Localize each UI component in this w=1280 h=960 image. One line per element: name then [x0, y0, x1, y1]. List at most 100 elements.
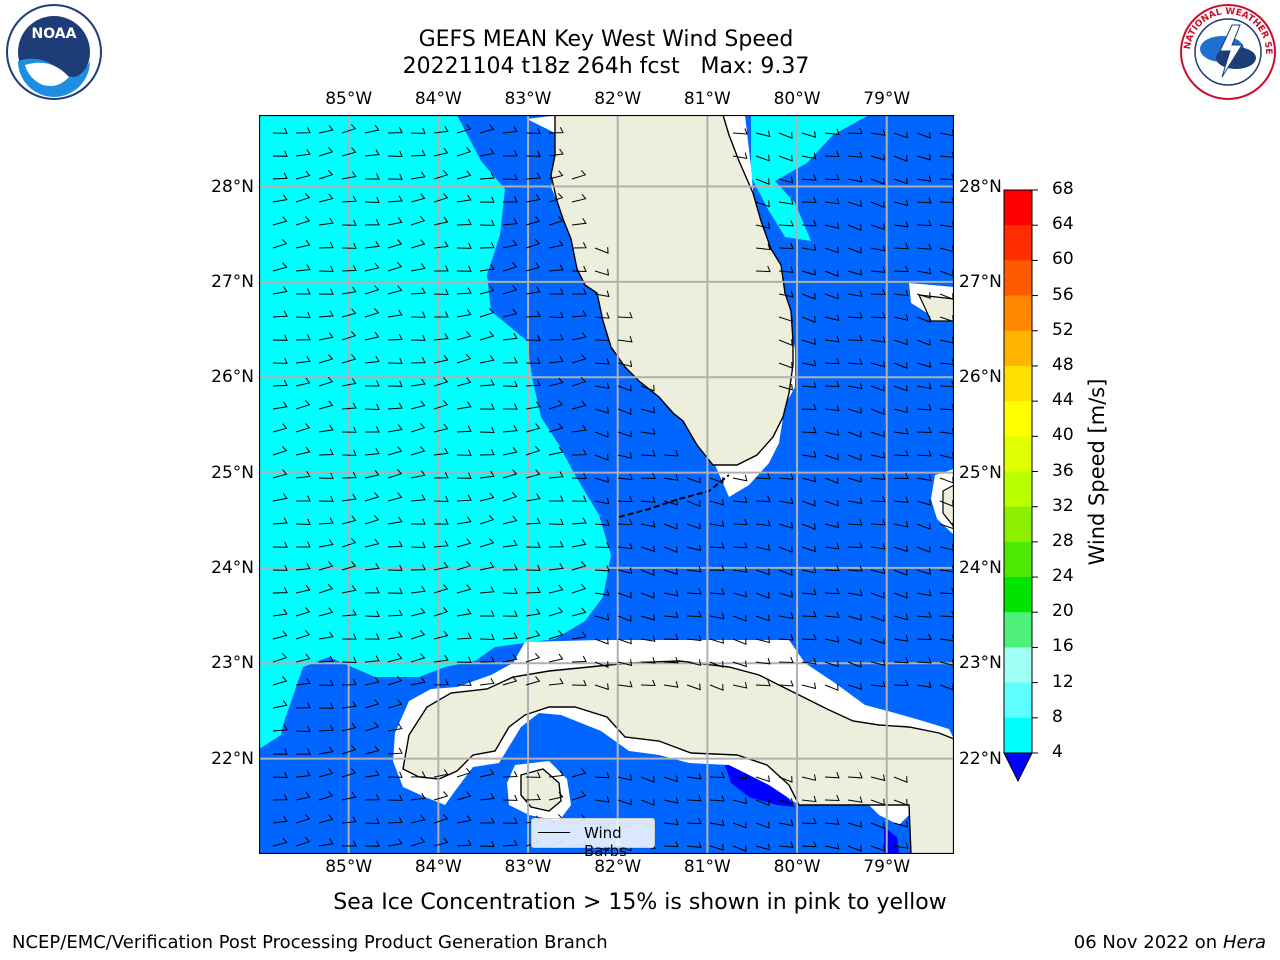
- wind-barb: [433, 265, 449, 272]
- wind-barb: [410, 239, 426, 249]
- wind-barb: [571, 517, 587, 525]
- wind-barb: [387, 609, 403, 617]
- wind-barb: [916, 499, 931, 506]
- colorbar-tick-label: 24: [1052, 566, 1074, 587]
- wind-barb: [755, 519, 771, 527]
- wind-barb: [755, 495, 771, 503]
- wind-barb: [502, 403, 518, 410]
- wind-barb: [295, 170, 311, 180]
- wind-barb: [916, 523, 931, 530]
- wind-barb: [295, 584, 311, 594]
- wind-barb: [847, 661, 862, 668]
- colorbar-tick-label: 16: [1052, 636, 1074, 657]
- wind-barb: [594, 290, 610, 298]
- wind-barb: [272, 127, 288, 134]
- wind-barb: [709, 588, 725, 595]
- wind-barb: [893, 428, 909, 435]
- wind-barb: [502, 357, 518, 364]
- wind-barb: [893, 591, 908, 599]
- wind-barb: [571, 449, 587, 456]
- wind-barb: [893, 450, 909, 457]
- wind-barb: [341, 493, 357, 502]
- wind-barb: [801, 610, 817, 618]
- wind-barb: [617, 680, 633, 688]
- wind-barb: [479, 331, 495, 341]
- wind-barb: [870, 223, 885, 231]
- wind-barb: [801, 545, 816, 553]
- wind-barb: [341, 330, 357, 341]
- wind-barb: [479, 355, 495, 364]
- wind-barb: [548, 311, 564, 319]
- wind-barb: [916, 219, 932, 227]
- wind-barb: [548, 630, 564, 640]
- wind-barb: [525, 127, 541, 134]
- wind-barb: [318, 583, 334, 594]
- wind-barb: [525, 630, 541, 640]
- wind-barb: [479, 426, 495, 434]
- wind-barb: [480, 610, 495, 617]
- wind-barb: [870, 798, 885, 806]
- wind-barb: [893, 242, 909, 250]
- wind-barb: [318, 539, 334, 548]
- wind-barb: [341, 633, 357, 640]
- wind-barb: [387, 126, 403, 134]
- wind-barb: [824, 404, 840, 412]
- wind-barb: [916, 611, 932, 618]
- tick-label: 82°W: [594, 89, 642, 109]
- wind-barb: [295, 399, 311, 410]
- wind-barb: [364, 677, 380, 686]
- wind-barb: [364, 308, 380, 318]
- wind-barb: [847, 334, 863, 342]
- wind-barb: [456, 194, 472, 203]
- wind-barb: [640, 679, 656, 687]
- wind-barb: [801, 499, 816, 507]
- wind-barb: [870, 680, 886, 688]
- wind-barb: [456, 839, 472, 847]
- wind-barb: [709, 637, 724, 644]
- wind-barb: [663, 589, 679, 597]
- wind-barb: [525, 150, 541, 157]
- wind-barb: [709, 771, 725, 779]
- wind-barb: [870, 430, 885, 438]
- wind-barb: [364, 745, 380, 755]
- wind-barb: [295, 355, 311, 364]
- wind-barb: [479, 172, 495, 180]
- wind-barb: [502, 491, 518, 502]
- wind-barb: [318, 631, 334, 640]
- wind-barb: [479, 768, 495, 778]
- wind-barb: [341, 679, 357, 686]
- colorbar-tick-label: 32: [1052, 495, 1074, 516]
- wind-barb: [594, 565, 610, 572]
- wind-barb: [617, 659, 633, 667]
- wind-barb: [778, 819, 794, 827]
- legend-line-symbol: [538, 832, 570, 833]
- wind-barb: [778, 339, 793, 346]
- wind-barb: [824, 635, 840, 643]
- wind-barb: [295, 311, 311, 319]
- wind-barb: [525, 401, 541, 410]
- wind-barb: [663, 568, 678, 576]
- wind-barb: [663, 681, 679, 688]
- wind-barb: [663, 474, 679, 481]
- wind-barb: [548, 518, 564, 526]
- wind-barb: [318, 768, 334, 778]
- wind-barb: [847, 638, 862, 645]
- wind-barb: [364, 817, 380, 825]
- wind-barb: [456, 218, 472, 226]
- wind-barb: [847, 589, 863, 597]
- colorbar-segment: [1004, 682, 1032, 719]
- wind-barb: [548, 334, 564, 341]
- wind-barb: [893, 520, 909, 528]
- wind-barb: [479, 492, 495, 502]
- wind-barb: [410, 585, 426, 594]
- wind-barb: [456, 516, 472, 525]
- wind-barb: [847, 224, 862, 231]
- wind-barb: [479, 677, 495, 686]
- wind-barb: [456, 791, 472, 801]
- wind-barb: [295, 495, 311, 502]
- colorbar-segment: [1004, 365, 1032, 402]
- wind-barb: [502, 332, 518, 341]
- wind-barb: [410, 287, 426, 295]
- wind-barb: [272, 794, 288, 801]
- wind-barb: [548, 562, 564, 571]
